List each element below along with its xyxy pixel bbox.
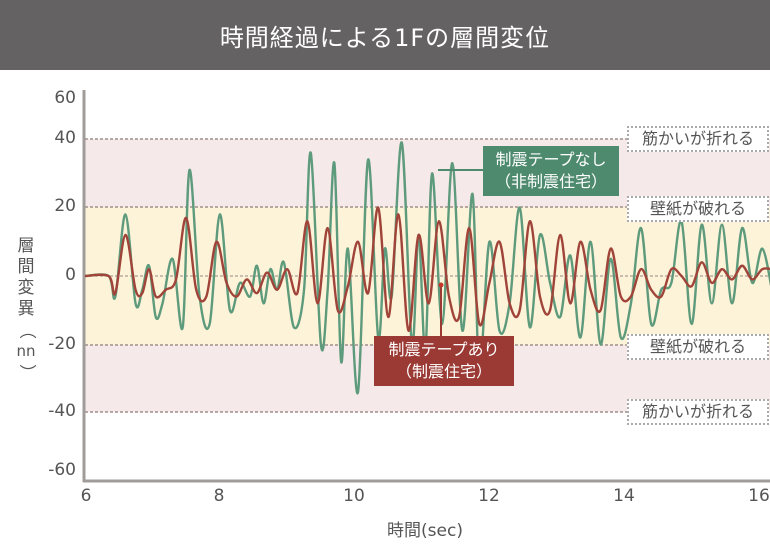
x-tick: 8 [213, 486, 225, 506]
y-tick: 0 [65, 265, 76, 285]
threshold-label-lower-40: 筋かいが折れる [627, 399, 769, 425]
callout-with-tape: 制震テープあり （制震住宅） [374, 336, 514, 386]
y-tick: 40 [54, 128, 76, 148]
y-label-char: 変 [17, 278, 35, 298]
y-tick: 60 [54, 88, 76, 108]
y-label-char: nn [16, 342, 36, 360]
callout-marker-with-tape [438, 282, 444, 288]
x-tick: 10 [343, 486, 365, 506]
chart-title: 時間経過による1Fの層間変位 [219, 23, 551, 52]
y-axis-label: 層 間 変 異 （ nn ） [14, 236, 38, 383]
series-with-tape-line [84, 206, 770, 332]
x-tick: 12 [478, 486, 500, 506]
callout-without-tape: 制震テープなし （非制震住宅） [483, 146, 619, 196]
y-tick: -20 [48, 334, 76, 354]
y-label-char: 層 [17, 236, 35, 256]
threshold-label-upper-40: 筋かいが折れる [627, 126, 769, 152]
x-axis-label: 時間(sec) [387, 521, 463, 541]
callout-without-tape-line1: 制震テープなし [495, 150, 607, 169]
threshold-label-upper-20: 壁紙が破れる [627, 196, 769, 222]
chart-title-bar: 時間経過による1Fの層間変位 [0, 0, 770, 70]
y-tick: 20 [54, 196, 76, 216]
y-label-char: 異 [17, 299, 35, 319]
threshold-lines [85, 138, 770, 413]
callout-with-tape-line1: 制震テープあり [388, 340, 500, 359]
x-tick: 14 [613, 486, 635, 506]
y-label-char: ） [16, 364, 37, 381]
y-label-char: 間 [17, 257, 35, 277]
y-tick: -40 [48, 401, 76, 421]
x-tick: 16 [748, 486, 770, 506]
threshold-label-lower-20: 壁紙が破れる [627, 334, 769, 360]
y-tick: -60 [48, 460, 76, 480]
x-tick: 6 [80, 486, 92, 506]
callout-without-tape-line2: （非制震住宅） [494, 172, 607, 191]
callout-with-tape-line2: （制震住宅） [395, 362, 492, 381]
